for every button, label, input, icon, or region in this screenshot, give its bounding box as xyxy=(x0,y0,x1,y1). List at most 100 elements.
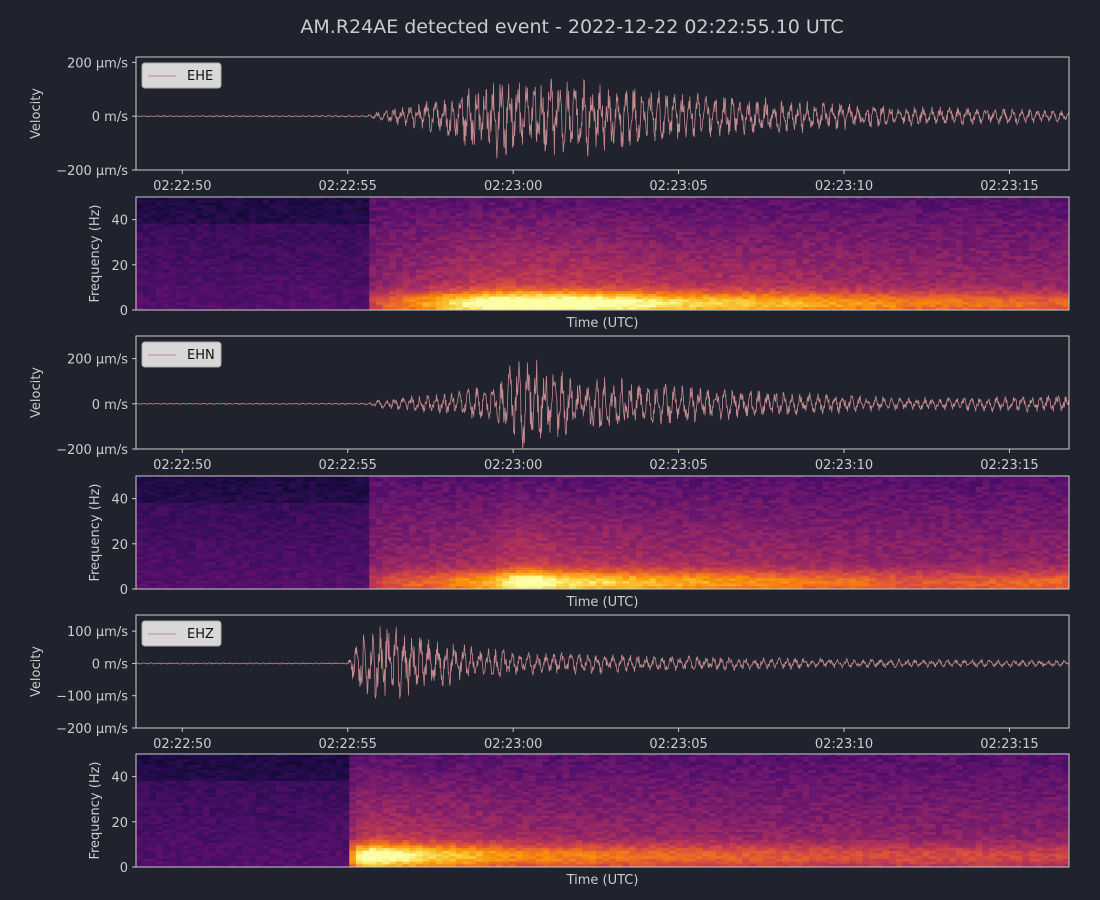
spectrogram-cell xyxy=(769,199,777,203)
spectrogram-cell xyxy=(215,223,224,227)
spectrogram-cell xyxy=(662,275,670,279)
spectrogram-cell xyxy=(189,261,197,265)
spectrogram-cell xyxy=(682,229,690,233)
spectrogram-cell xyxy=(269,261,277,265)
spectrogram-cell xyxy=(262,253,270,257)
spectrogram-cell xyxy=(502,304,510,308)
spectrogram-cell xyxy=(909,296,917,300)
spectrogram-cell xyxy=(769,280,777,284)
spectrogram-cell xyxy=(522,231,530,236)
spectrogram-cell xyxy=(655,229,663,233)
spectrogram-cell xyxy=(855,213,863,217)
spectrogram-cell xyxy=(729,275,737,279)
spectrogram-cell xyxy=(815,240,823,244)
spectrogram-cell xyxy=(309,250,317,254)
spectrogram-cell xyxy=(415,234,423,238)
spectrogram-cell xyxy=(609,261,617,265)
spectrogram-cell xyxy=(282,245,290,249)
spectrogram-cell xyxy=(722,215,730,219)
spectrogram-cell xyxy=(429,304,437,308)
spectrogram-cell xyxy=(475,223,483,227)
spectrogram-cell xyxy=(815,205,823,209)
spectrogram-cell xyxy=(655,237,663,241)
spectrogram-cell xyxy=(529,237,537,241)
spectrogram-cell xyxy=(449,215,457,219)
spectrogram-cell xyxy=(709,223,717,227)
spectrogram-cell xyxy=(449,226,457,230)
spectrogram-cell xyxy=(855,275,863,279)
spectrogram-cell xyxy=(322,266,330,271)
spectrogram-cell xyxy=(622,261,630,265)
spectrogram-cell xyxy=(369,291,377,295)
spectrogram-cell xyxy=(235,207,244,211)
spectrogram-cell xyxy=(735,207,743,211)
spectrogram-cell xyxy=(735,210,743,214)
spectrogram-cell xyxy=(902,256,910,260)
spectrogram-cell xyxy=(842,223,850,227)
spectrogram-cell xyxy=(842,277,850,281)
spectrogram-cell xyxy=(749,266,757,271)
spectrogram-cell xyxy=(582,301,590,306)
spectrogram-cell xyxy=(395,261,403,265)
spectrogram-cell xyxy=(915,307,923,311)
spectrogram-cell xyxy=(375,283,383,287)
spectrogram-cell xyxy=(829,299,837,303)
spectrogram-cell xyxy=(855,277,863,281)
spectrogram-cell xyxy=(782,301,790,306)
spectrogram-cell xyxy=(229,223,237,227)
spectrogram-cell xyxy=(629,242,637,246)
spectrogram-cell xyxy=(555,275,563,279)
spectrogram-cell xyxy=(335,223,343,227)
spectrogram-cell xyxy=(429,299,437,303)
spectrogram-cell xyxy=(169,261,177,265)
spectrogram-cell xyxy=(435,304,443,308)
spectrogram-cell xyxy=(742,240,750,244)
spectrogram-cell xyxy=(136,245,144,249)
spectrogram-cell xyxy=(629,258,637,262)
spectrogram-cell xyxy=(222,250,230,254)
spectrogram-cell xyxy=(829,275,837,279)
spectrogram-cell xyxy=(835,248,843,252)
spectrogram-cell xyxy=(809,293,817,297)
spectrogram-cell xyxy=(382,221,390,225)
spectrogram-cell xyxy=(749,291,757,295)
spectrogram-cell xyxy=(902,229,910,233)
spectrogram-cell xyxy=(149,205,157,209)
spectrogram-cell xyxy=(782,207,790,211)
spectrogram-cell xyxy=(342,210,350,214)
spectrogram-cell xyxy=(769,266,777,271)
spectrogram-cell xyxy=(649,205,657,209)
spectrogram-cell xyxy=(915,293,923,297)
spectrogram-cell xyxy=(735,248,743,252)
spectrogram-cell xyxy=(142,197,150,201)
spectrogram-cell xyxy=(482,280,490,284)
spectrogram-cell xyxy=(229,296,237,300)
spectrogram-cell xyxy=(429,258,437,262)
spectrogram-cell xyxy=(255,250,264,254)
spectrogram-cell xyxy=(862,296,870,300)
spectrogram-cell xyxy=(229,277,237,281)
spectrogram-cell xyxy=(155,221,164,225)
spectrogram-cell xyxy=(895,207,903,211)
spectrogram-cell xyxy=(169,245,177,249)
spectrogram-cell xyxy=(162,223,170,227)
spectrogram-cell xyxy=(649,207,657,211)
spectrogram-cell xyxy=(136,234,144,238)
spectrogram-cell xyxy=(909,304,917,308)
spectrogram-cell xyxy=(849,210,857,214)
spectrogram-cell xyxy=(209,277,217,281)
spectrogram-cell xyxy=(889,275,897,279)
spectrogram-cell xyxy=(722,240,730,244)
spectrogram-cell xyxy=(662,202,670,206)
spectrogram-cell xyxy=(495,221,503,225)
spectrogram-cell xyxy=(822,237,830,241)
spectrogram-cell xyxy=(295,283,303,287)
spectrogram-cell xyxy=(829,215,837,219)
spectrogram-cell xyxy=(242,229,250,233)
spectrogram-cell xyxy=(909,253,917,257)
spectrogram-cell xyxy=(422,291,430,295)
spectrogram-cell xyxy=(242,213,250,217)
spectrogram-cell xyxy=(629,256,637,260)
spectrogram-cell xyxy=(375,229,383,233)
spectrogram-cell xyxy=(475,248,483,252)
